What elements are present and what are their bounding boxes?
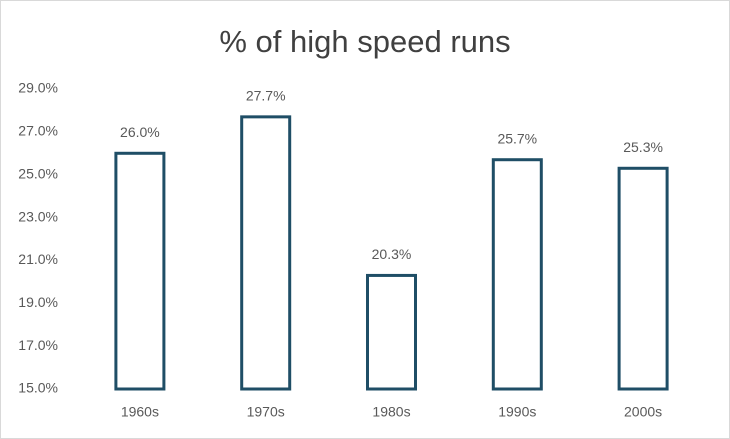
data-label: 25.7% [497,130,537,146]
bar [491,158,543,391]
y-tick-label: 19.0% [18,294,58,310]
y-tick-label: 27.0% [18,123,58,139]
data-label: 20.3% [372,246,412,262]
chart-title: % of high speed runs [219,24,510,59]
y-tick-label: 29.0% [18,80,58,96]
x-tick-label: 1960s [121,404,159,420]
bar [617,166,669,391]
y-tick-label: 23.0% [18,208,58,224]
x-tick-label: 1980s [372,404,410,420]
x-tick-label: 2000s [624,404,662,420]
y-tick-label: 17.0% [18,337,58,353]
data-label: 26.0% [120,124,160,140]
bar [114,151,166,391]
x-tick-label: 1970s [247,404,285,420]
data-label: 27.7% [246,88,286,104]
y-tick-label: 25.0% [18,165,58,181]
bar [366,273,417,391]
x-tick-label: 1990s [498,404,536,420]
y-tick-label: 21.0% [18,251,58,267]
bar [240,115,292,391]
data-label: 25.3% [623,139,663,155]
y-tick-label: 15.0% [18,380,58,396]
